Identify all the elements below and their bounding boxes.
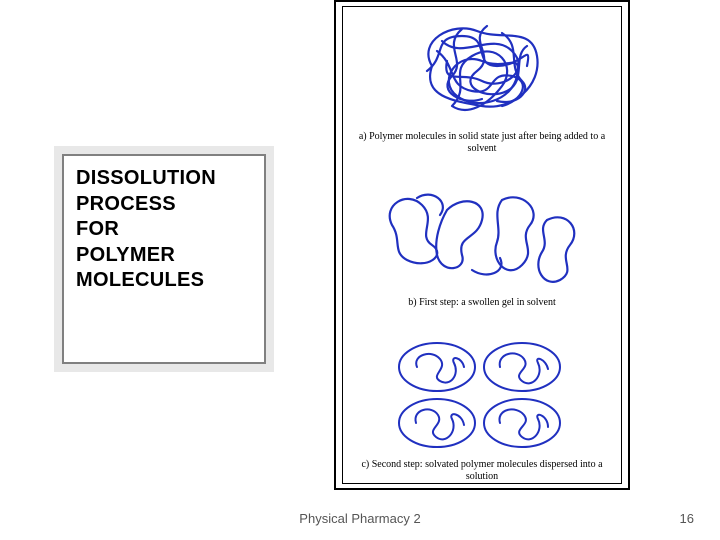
panel-b-caption: b) First step: a swollen gel in solvent (343, 295, 621, 311)
title-line-4: POLYMER (76, 244, 175, 266)
figure-frame-inner: a) Polymer molecules in solid state just… (342, 6, 622, 484)
title-line-1: DISSOLUTION (76, 167, 216, 189)
figure-frame-outer: a) Polymer molecules in solid state just… (334, 0, 630, 490)
title-line-3: FOR (76, 218, 119, 240)
panel-a-graphic (343, 11, 621, 129)
panel-a-caption: a) Polymer molecules in solid state just… (343, 129, 621, 156)
title-box-inner: DISSOLUTION PROCESS FOR POLYMER MOLECULE… (62, 154, 266, 364)
figure-panel-c: c) Second step: solvated polymer molecul… (343, 337, 621, 487)
title-box-outer: DISSOLUTION PROCESS FOR POLYMER MOLECULE… (54, 146, 274, 372)
footer-page-number: 16 (680, 511, 694, 526)
figure-panel-a: a) Polymer molecules in solid state just… (343, 11, 621, 161)
title-line-5: MOLECULES (76, 269, 204, 291)
panel-c-caption: c) Second step: solvated polymer molecul… (343, 457, 621, 484)
panel-c-graphic (343, 337, 621, 457)
slide-title: DISSOLUTION PROCESS FOR POLYMER MOLECULE… (76, 166, 252, 294)
figure-panel-b: b) First step: a swollen gel in solvent (343, 180, 621, 330)
footer-course-label: Physical Pharmacy 2 (0, 511, 720, 526)
title-line-2: PROCESS (76, 193, 176, 215)
panel-b-graphic (343, 180, 621, 295)
